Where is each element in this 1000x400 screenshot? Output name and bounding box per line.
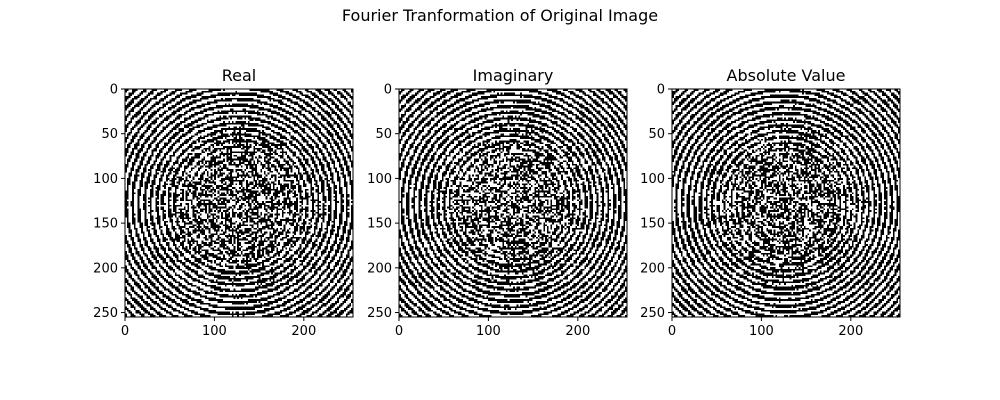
x-tick-label: 0 (121, 324, 129, 339)
y-tick-label: 150 (640, 217, 665, 232)
y-tick-label: 200 (367, 261, 392, 276)
y-tick-label: 0 (110, 83, 118, 98)
subplot-title-imaginary: Imaginary (473, 66, 554, 85)
y-tick-label: 100 (93, 172, 118, 187)
y-tick-label: 150 (93, 217, 118, 232)
x-tick-label: 200 (291, 324, 316, 339)
x-tick-label: 100 (749, 324, 774, 339)
y-tick-label: 250 (640, 306, 665, 321)
subplot-title-real: Real (222, 66, 257, 85)
x-tick-label: 100 (476, 324, 501, 339)
y-tick-label: 50 (375, 127, 392, 142)
subplot-imaginary: Imaginary 0 100 200 0 50 100 150 200 250 (367, 66, 628, 339)
y-tick-label: 200 (93, 261, 118, 276)
y-tick-label: 50 (101, 127, 118, 142)
y-tick-label: 200 (640, 261, 665, 276)
y-tick-label: 50 (648, 127, 665, 142)
axes-frame-imaginary (398, 88, 628, 318)
heatmap-image-real (125, 89, 353, 317)
x-tick-label: 200 (838, 324, 863, 339)
subplot-title-absolute-value: Absolute Value (727, 66, 846, 85)
heatmap-image-absolute-value (672, 89, 900, 317)
y-tick-label: 0 (657, 83, 665, 98)
x-tick-label: 0 (668, 324, 676, 339)
x-tick-label: 200 (565, 324, 590, 339)
y-tick-label: 100 (640, 172, 665, 187)
figure-title: Fourier Tranformation of Original Image (341, 6, 659, 25)
subplot-absolute-value: Absolute Value 0 100 200 0 50 100 150 200 250 (640, 66, 901, 339)
subplot-real: Real 0 100 200 0 50 100 150 200 250 (93, 66, 354, 339)
y-tick-label: 250 (93, 306, 118, 321)
axes-frame-absolute-value (671, 88, 901, 318)
y-tick-label: 250 (367, 306, 392, 321)
x-tick-label: 100 (202, 324, 227, 339)
heatmap-image-imaginary (399, 89, 627, 317)
axes-frame-real (124, 88, 354, 318)
y-tick-label: 150 (367, 217, 392, 232)
y-tick-label: 100 (367, 172, 392, 187)
y-tick-label: 0 (384, 83, 392, 98)
x-tick-label: 0 (395, 324, 403, 339)
